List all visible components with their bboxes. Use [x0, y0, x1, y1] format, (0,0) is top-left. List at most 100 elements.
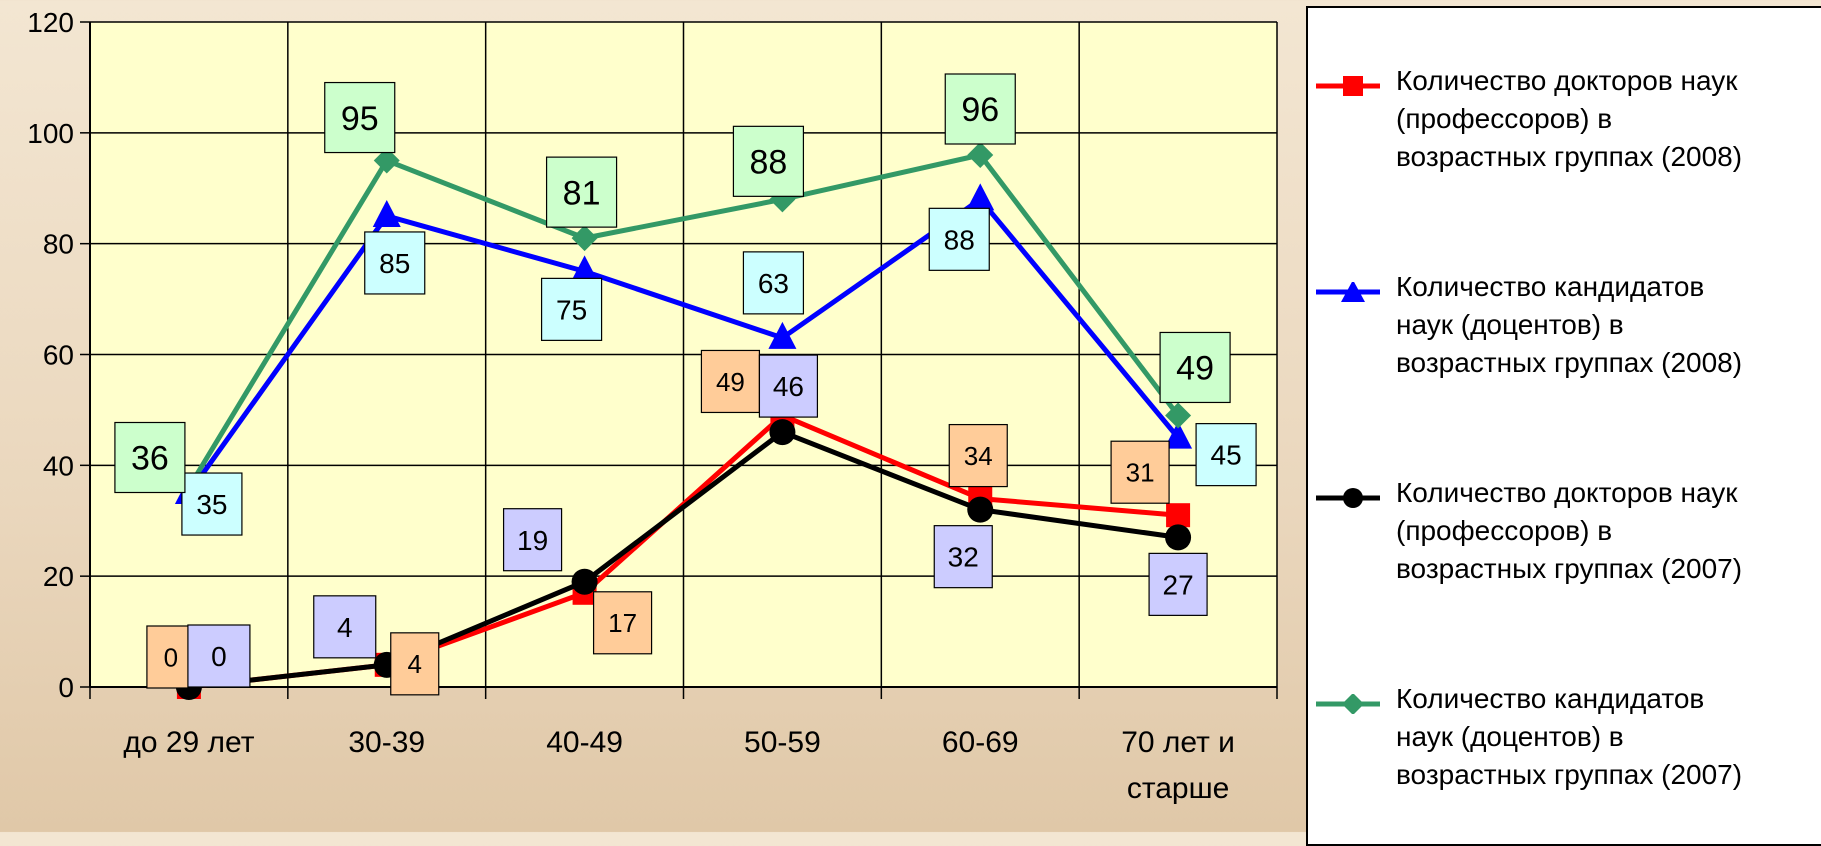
data-label-box — [1159, 331, 1231, 404]
data-label-value: 34 — [964, 441, 993, 471]
legend-label-line: Количество докторов наук — [1396, 477, 1738, 508]
data-label-value: 49 — [716, 367, 745, 397]
data-point — [1165, 524, 1192, 551]
legend-marker-doctors-2007 — [1316, 488, 1380, 508]
legend-label-line: Количество докторов наук — [1396, 65, 1738, 96]
data-label: 95 — [324, 81, 396, 154]
legend-label-line: наук (доцентов) в — [1396, 721, 1624, 752]
data-label-box — [502, 508, 563, 572]
data-label: 81 — [545, 156, 618, 228]
data-label: 31 — [1110, 440, 1170, 504]
data-label: 85 — [364, 231, 426, 295]
data-label-value: 45 — [1211, 440, 1242, 471]
data-label-value: 19 — [517, 525, 548, 556]
legend-marker-candidates-2007 — [1316, 694, 1380, 714]
data-label-box — [390, 632, 440, 696]
y-tick-label: 80 — [43, 229, 74, 260]
data-point — [571, 568, 598, 595]
legend-label-line: возрастных группах (2008) — [1396, 141, 1743, 172]
legend-label-line: Количество кандидатов — [1396, 271, 1705, 302]
data-label-box — [1110, 440, 1170, 504]
data-label-box — [944, 73, 1016, 145]
data-point — [1165, 402, 1192, 429]
data-label: 88 — [732, 125, 805, 197]
data-label: 0 — [146, 625, 196, 689]
data-point — [373, 147, 400, 174]
data-label-box — [114, 421, 186, 494]
data-label-value: 32 — [948, 542, 979, 573]
data-label-value: 85 — [379, 248, 410, 279]
data-label-value: 49 — [1176, 350, 1214, 388]
data-point — [967, 496, 994, 523]
y-tick-label: 20 — [43, 561, 74, 592]
data-label-box — [948, 423, 1008, 488]
y-tick-label: 120 — [27, 7, 74, 38]
data-label-value: 4 — [337, 612, 353, 643]
data-label-value: 63 — [758, 268, 789, 299]
data-point — [1166, 503, 1191, 528]
data-label: 49 — [700, 349, 761, 414]
data-label-box — [187, 624, 251, 688]
legend-label-line: возрастных группах (2007) — [1396, 553, 1743, 584]
data-label-value: 36 — [131, 440, 169, 478]
data-point — [372, 199, 401, 227]
y-tick-label: 100 — [27, 118, 74, 149]
data-label-box — [1195, 423, 1257, 487]
data-label: 63 — [742, 251, 805, 315]
data-label-box — [742, 251, 805, 315]
data-label-box — [181, 472, 243, 536]
data-label-value: 35 — [196, 489, 227, 520]
data-label-value: 46 — [773, 371, 804, 402]
data-label: 46 — [758, 354, 819, 418]
data-point — [967, 142, 994, 168]
data-label-box — [540, 277, 603, 341]
data-label: 19 — [502, 508, 563, 572]
data-point — [1164, 421, 1193, 449]
data-point — [966, 183, 995, 211]
legend-marker-doctors-2008 — [1316, 76, 1380, 96]
data-label-box — [933, 525, 993, 589]
x-tick-label: 60-69 — [942, 726, 1019, 759]
data-label-value: 17 — [608, 608, 637, 638]
data-label-value: 4 — [408, 649, 422, 679]
legend-label-line: наук (доцентов) в — [1396, 309, 1624, 340]
data-label-box — [592, 591, 653, 655]
y-tick-label: 60 — [43, 340, 74, 371]
data-label: 34 — [948, 423, 1008, 488]
data-label-value: 0 — [164, 642, 178, 672]
y-tick-label: 40 — [43, 450, 74, 481]
data-label: 75 — [540, 277, 603, 341]
data-label: 88 — [928, 207, 990, 271]
data-label: 4 — [313, 595, 377, 659]
data-label-box — [313, 595, 377, 659]
data-label: 36 — [114, 421, 186, 494]
legend-label-line: возрастных группах (2007) — [1396, 759, 1743, 790]
data-label-box — [364, 231, 426, 295]
data-label-value: 31 — [1126, 458, 1155, 488]
data-label-box — [324, 81, 396, 154]
data-point — [571, 225, 598, 252]
series-line-3 — [186, 152, 1181, 489]
y-tick-label: 0 — [58, 672, 74, 703]
legend-label-line: возрастных группах (2008) — [1396, 347, 1743, 378]
data-label-value: 0 — [211, 641, 227, 672]
data-label: 35 — [181, 472, 243, 536]
data-label: 17 — [592, 591, 653, 655]
data-label-value: 96 — [961, 91, 999, 129]
data-label-box — [545, 156, 618, 228]
data-label: 32 — [933, 525, 993, 589]
data-label: 4 — [390, 632, 440, 696]
data-point — [769, 419, 796, 446]
data-label-value: 95 — [341, 100, 379, 138]
series-line-1 — [186, 196, 1181, 495]
data-labels: 0 4 17 49 34 31 35 85 75 63 88 45 0 4 19 46 32 27 36 95 81 88… — [114, 73, 1257, 696]
x-tick-label: старше — [1127, 772, 1230, 805]
data-point — [768, 321, 797, 349]
data-label: 0 — [187, 624, 251, 688]
x-tick-label: 30-39 — [348, 726, 425, 759]
series-line-2 — [188, 429, 1179, 690]
data-label-value: 81 — [563, 174, 601, 212]
data-label-box — [758, 354, 819, 418]
